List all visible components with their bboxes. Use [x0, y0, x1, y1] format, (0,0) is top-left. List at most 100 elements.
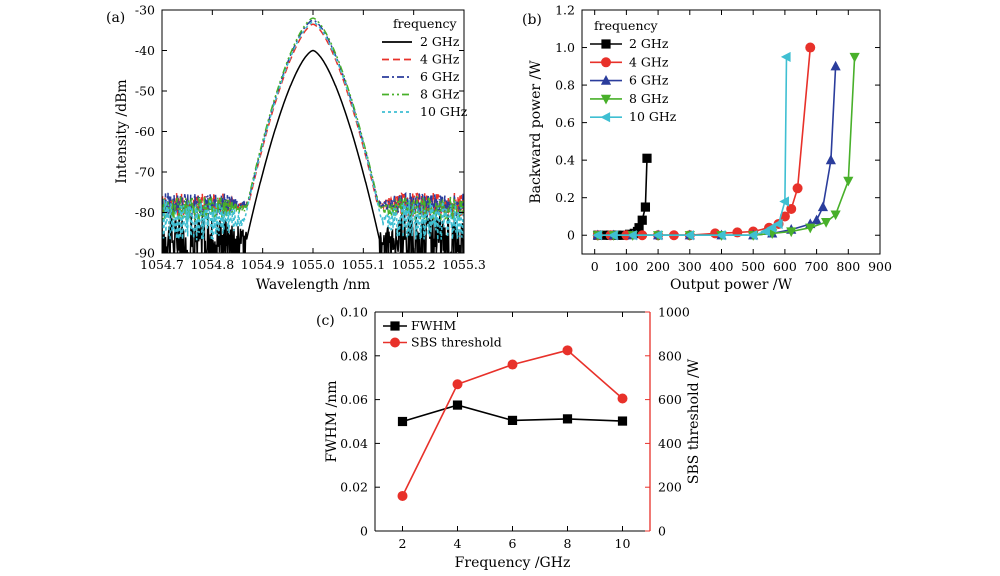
series-2-ghz [593, 153, 652, 240]
data-point [821, 217, 832, 228]
panel-b-y-tick-label: 0.6 [555, 115, 575, 130]
data-point [397, 490, 408, 501]
panel-a-y-tick-label: -80 [135, 205, 155, 220]
data-point [452, 400, 463, 410]
data-point [684, 230, 694, 241]
panel-c-x-tick-label: 2 [399, 536, 407, 551]
legend-title: frequency [393, 16, 458, 31]
panel-b-plot-frame [581, 9, 881, 255]
panel-b-x-tick-label: 500 [741, 259, 765, 274]
panel-b-label: (b) [522, 12, 542, 28]
data-point [825, 154, 836, 165]
data-point [637, 215, 647, 225]
panel-c-y2-tick-label: 0 [658, 524, 666, 539]
panel-a-x-tick-label: 1054.7 [140, 257, 184, 272]
series-sbs-threshold [397, 345, 628, 501]
legend-marker [390, 337, 400, 348]
panel-b-x-tick-label: 900 [868, 259, 892, 274]
panel-a-x-axis-label: Wavelength /nm [256, 277, 371, 293]
panel-c-y2-tick-label: 600 [658, 392, 682, 407]
data-point [617, 393, 628, 404]
data-point [507, 359, 518, 370]
series-line-6-ghz [162, 19, 464, 218]
legend-label: 8 GHz [629, 91, 669, 106]
panel-b-x-tick-label: 100 [614, 259, 638, 274]
data-point [811, 214, 822, 225]
data-point [830, 210, 841, 221]
data-point [627, 230, 637, 241]
panel-a-y-tick-label: -70 [135, 165, 155, 180]
data-point [562, 345, 573, 356]
panel-c-y2-tick-label: 800 [658, 348, 682, 363]
panel-b-y-tick-label: 0.2 [555, 190, 575, 205]
panel-a-legend: frequency 2 GHz 4 GHz 6 GHz 8 GHz 10 GHz [382, 16, 468, 119]
legend-label: FWHM [411, 318, 456, 333]
panel-b-legend: frequency 2 GHz 4 GHz 6 GHz 8 GHz 10 GHz [590, 18, 677, 124]
data-point [760, 226, 770, 237]
data-point [772, 218, 783, 230]
data-point [562, 414, 573, 424]
panel-c-x-tick-label: 8 [564, 536, 572, 551]
data-point [634, 223, 644, 233]
panel-a-x-tick-label: 1054.8 [190, 257, 234, 272]
panel-a-x-tick-label: 1055.0 [291, 257, 335, 272]
panel-b-x-axis-label: Output power /W [670, 277, 793, 293]
legend-marker [600, 94, 612, 105]
panel-c-y-tick-label: 0.08 [340, 348, 368, 363]
panel-b-x-tick-label: 200 [646, 259, 670, 274]
panel-a-y-axis-label: Intensity /dBm [114, 79, 130, 183]
series-fwhm [397, 400, 628, 427]
chart-panel-b: 0 100 200 300 400 500 600 700 800 900 0 0.2 0.4 0.6 0.… [522, 3, 892, 294]
panel-c-y-tick-label: 0.06 [340, 392, 368, 407]
legend-marker [390, 321, 400, 331]
panel-b-y-tick-label: 0.8 [555, 78, 575, 93]
legend-marker [600, 75, 612, 85]
legend-label: 6 GHz [629, 73, 669, 88]
data-point [779, 211, 790, 222]
legend-label: 4 GHz [420, 52, 460, 67]
panel-b-y-axis-label: Backward power /W [528, 60, 544, 204]
panel-a-x-tick-label: 1055.1 [341, 257, 385, 272]
panel-b-x-tick-label: 800 [836, 259, 860, 274]
legend-title: frequency [594, 18, 659, 33]
series-10-ghz [592, 51, 791, 241]
panel-a-y-tick-label: -50 [135, 84, 155, 99]
panel-c-y-tick-label: 0.02 [340, 480, 368, 495]
panel-c-x-tick-label: 6 [509, 536, 517, 551]
data-point [766, 222, 777, 233]
chart-panel-a: 1054.7 1054.8 1054.9 1055.0 1055.1 1055.2 1055… [106, 3, 486, 294]
panel-c-label: (c) [316, 313, 335, 329]
panel-c-y2-axis-label: SBS threshold /W [686, 358, 702, 484]
data-point [805, 223, 816, 234]
data-point [608, 230, 618, 241]
series-line-2-ghz [162, 49, 464, 253]
chart-panel-c: 2 4 6 8 10 0 0.02 0.04 0.06 0.08 0.10 0 200 400 600 800… [316, 305, 702, 572]
panel-b-x-tick-label: 0 [591, 259, 599, 274]
series-line-8-ghz [162, 17, 464, 223]
panel-a-y-tick-label: -60 [135, 124, 155, 139]
legend-label: 2 GHz [420, 34, 460, 49]
data-point [452, 379, 463, 390]
panel-a-y-tick-label: -30 [135, 3, 155, 18]
data-point [652, 230, 663, 241]
panel-c-y-tick-label: 0 [360, 524, 368, 539]
data-point [779, 196, 789, 207]
panel-a-x-tick-label: 1055.2 [392, 257, 436, 272]
legend-label: 10 GHz [420, 104, 468, 119]
legend-label: SBS threshold [411, 335, 502, 350]
panel-c-y-tick-label: 0.04 [340, 436, 368, 451]
data-point [715, 230, 726, 241]
data-point [642, 153, 652, 163]
panel-b-x-tick-label: 600 [773, 259, 797, 274]
data-point [507, 415, 518, 426]
panel-a-x-tick-label: 1055.3 [442, 257, 486, 272]
panel-b-y-tick-label: 0.4 [555, 153, 575, 168]
legend-label: 10 GHz [629, 109, 677, 124]
panel-c-x-axis-label: Frequency /GHz [455, 555, 571, 571]
panel-b-x-tick-label: 400 [710, 259, 734, 274]
data-point [830, 60, 841, 71]
panel-b-y-tick-label: 1.2 [555, 3, 575, 18]
panel-c-y2-tick-label: 1000 [658, 305, 690, 320]
data-point [640, 202, 651, 212]
